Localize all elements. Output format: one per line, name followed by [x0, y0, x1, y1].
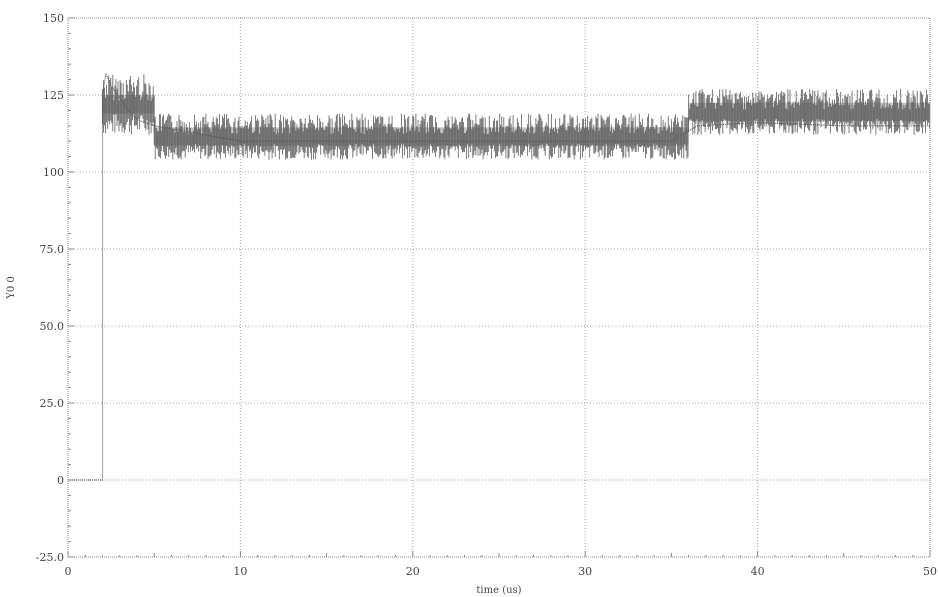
y-tick-label: 75.0 — [40, 243, 65, 256]
x-tick-label: 10 — [233, 565, 247, 578]
y-tick-label: 150 — [43, 12, 64, 25]
y-tick-label: 100 — [43, 166, 64, 179]
y-tick-label: 25.0 — [40, 397, 65, 410]
y-tick-label: 125 — [43, 89, 64, 102]
series-core-band — [154, 127, 688, 145]
y-tick-label: -25.0 — [36, 551, 64, 564]
y-axis-title: Y0 0 — [6, 276, 17, 300]
series-layer — [68, 73, 930, 480]
x-axis-title: time (us) — [476, 585, 521, 596]
x-tick-label: 40 — [751, 565, 765, 578]
x-tick-label: 0 — [65, 565, 72, 578]
x-tick-label: 20 — [406, 565, 420, 578]
y-tick-label: 0 — [57, 474, 64, 487]
series-core-band — [689, 103, 930, 121]
y-tick-label: 50.0 — [40, 320, 65, 333]
x-tick-label: 30 — [578, 565, 592, 578]
x-tick-label: 50 — [923, 565, 937, 578]
series-core-band — [102, 95, 154, 113]
